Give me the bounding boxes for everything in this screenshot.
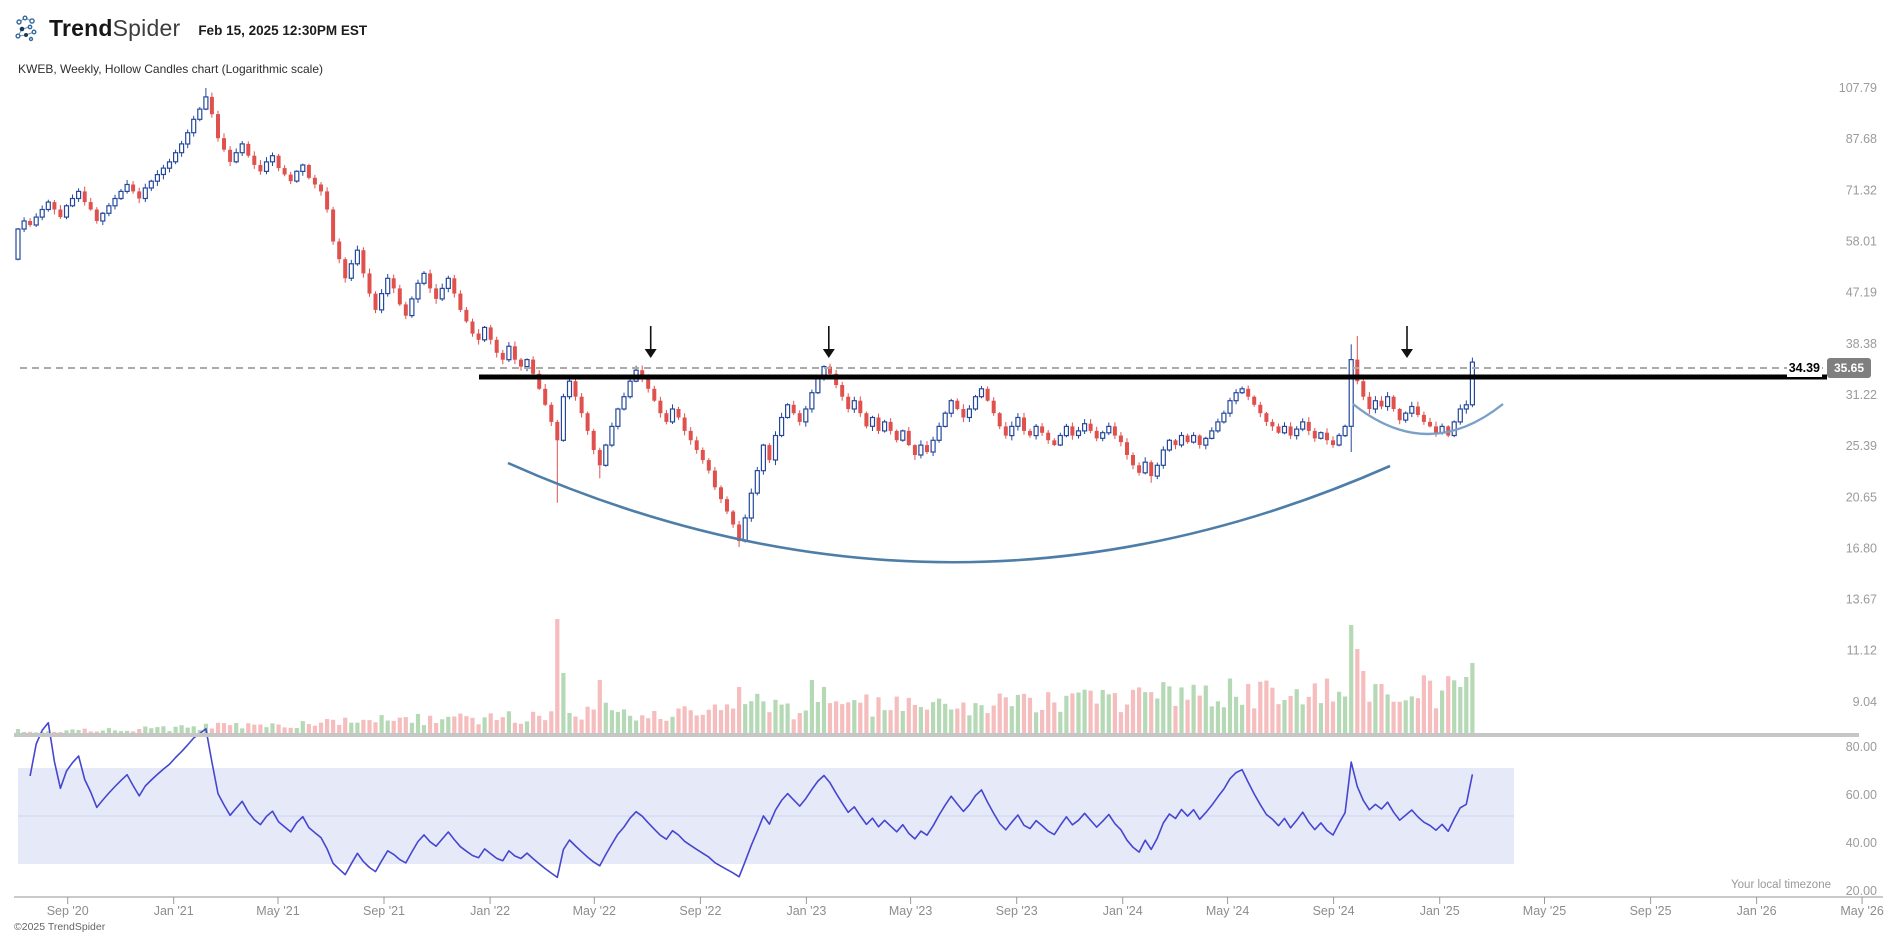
brand-trend: Trend: [49, 15, 113, 41]
rsi-line: [29, 721, 1474, 879]
down-arrow-annotations[interactable]: [644, 326, 1413, 358]
brand-wordmark: TrendSpider: [49, 15, 180, 42]
svg-text:Sep '24: Sep '24: [1313, 904, 1355, 918]
svg-text:Jan '22: Jan '22: [470, 904, 510, 918]
copyright-label: ©2025 TrendSpider: [14, 921, 106, 933]
svg-text:May '21: May '21: [256, 904, 299, 918]
x-axis-ticks: [67, 897, 1863, 904]
svg-text:20.00: 20.00: [1846, 884, 1877, 898]
x-axis-labels: Sep '20 Jan '21 May '21 Sep '21 Jan '22 May '…: [47, 904, 1884, 918]
svg-text:107.79: 107.79: [1839, 81, 1877, 95]
svg-text:Sep '20: Sep '20: [47, 904, 89, 918]
svg-text:80.00: 80.00: [1846, 740, 1877, 754]
svg-text:May '26: May '26: [1840, 904, 1883, 918]
cup-curve-annotation[interactable]: [507, 461, 1391, 564]
svg-text:Sep '21: Sep '21: [363, 904, 405, 918]
svg-text:Jan '23: Jan '23: [786, 904, 826, 918]
timezone-note: Your local timezone: [1731, 879, 1831, 891]
svg-text:20.65: 20.65: [1846, 490, 1877, 504]
svg-text:Jan '25: Jan '25: [1420, 904, 1460, 918]
svg-text:87.68: 87.68: [1846, 132, 1877, 146]
svg-text:9.04: 9.04: [1853, 695, 1877, 709]
brand-spider: Spider: [112, 15, 181, 41]
volume-bars: [15, 619, 1475, 735]
chart-timestamp: Feb 15, 2025 12:30PM EST: [198, 22, 368, 38]
svg-text:71.32: 71.32: [1846, 183, 1877, 197]
svg-text:Sep '22: Sep '22: [679, 904, 721, 918]
svg-text:25.39: 25.39: [1846, 439, 1877, 453]
svg-text:40.00: 40.00: [1846, 836, 1877, 850]
svg-text:Sep '23: Sep '23: [996, 904, 1038, 918]
svg-text:Jan '21: Jan '21: [154, 904, 194, 918]
svg-text:11.12: 11.12: [1847, 644, 1877, 658]
svg-text:16.80: 16.80: [1846, 541, 1877, 555]
svg-text:60.00: 60.00: [1846, 788, 1877, 802]
svg-text:Jan '26: Jan '26: [1737, 904, 1777, 918]
svg-text:38.38: 38.38: [1846, 337, 1877, 351]
chart-title: KWEB, Weekly, Hollow Candles chart (Loga…: [18, 62, 323, 76]
hollow-candles: [15, 88, 1476, 547]
svg-text:May '24: May '24: [1206, 904, 1249, 918]
svg-text:Jan '24: Jan '24: [1103, 904, 1143, 918]
svg-text:Sep '25: Sep '25: [1630, 904, 1672, 918]
trendspider-logo-icon: [15, 15, 37, 42]
svg-text:13.67: 13.67: [1846, 593, 1877, 607]
rsi-axis-labels: 80.00 60.00 40.00 20.00: [1846, 740, 1877, 898]
panel-divider: [14, 733, 1859, 737]
last-price-badge: 35.65: [1827, 358, 1871, 378]
svg-text:May '23: May '23: [889, 904, 932, 918]
resistance-price-label: 34.39: [1786, 360, 1822, 377]
svg-text:May '25: May '25: [1523, 904, 1566, 918]
svg-text:31.22: 31.22: [1846, 388, 1877, 402]
handle-curve-annotation[interactable]: [1352, 403, 1504, 436]
price-axis-labels: 107.79 87.68 71.32 58.01 47.19 38.38 31.22 25.3…: [1839, 81, 1877, 709]
svg-text:47.19: 47.19: [1846, 286, 1877, 300]
svg-text:May '22: May '22: [573, 904, 616, 918]
app-header: TrendSpider Feb 15, 2025 12:30PM EST: [14, 14, 367, 43]
svg-text:58.01: 58.01: [1846, 235, 1877, 249]
